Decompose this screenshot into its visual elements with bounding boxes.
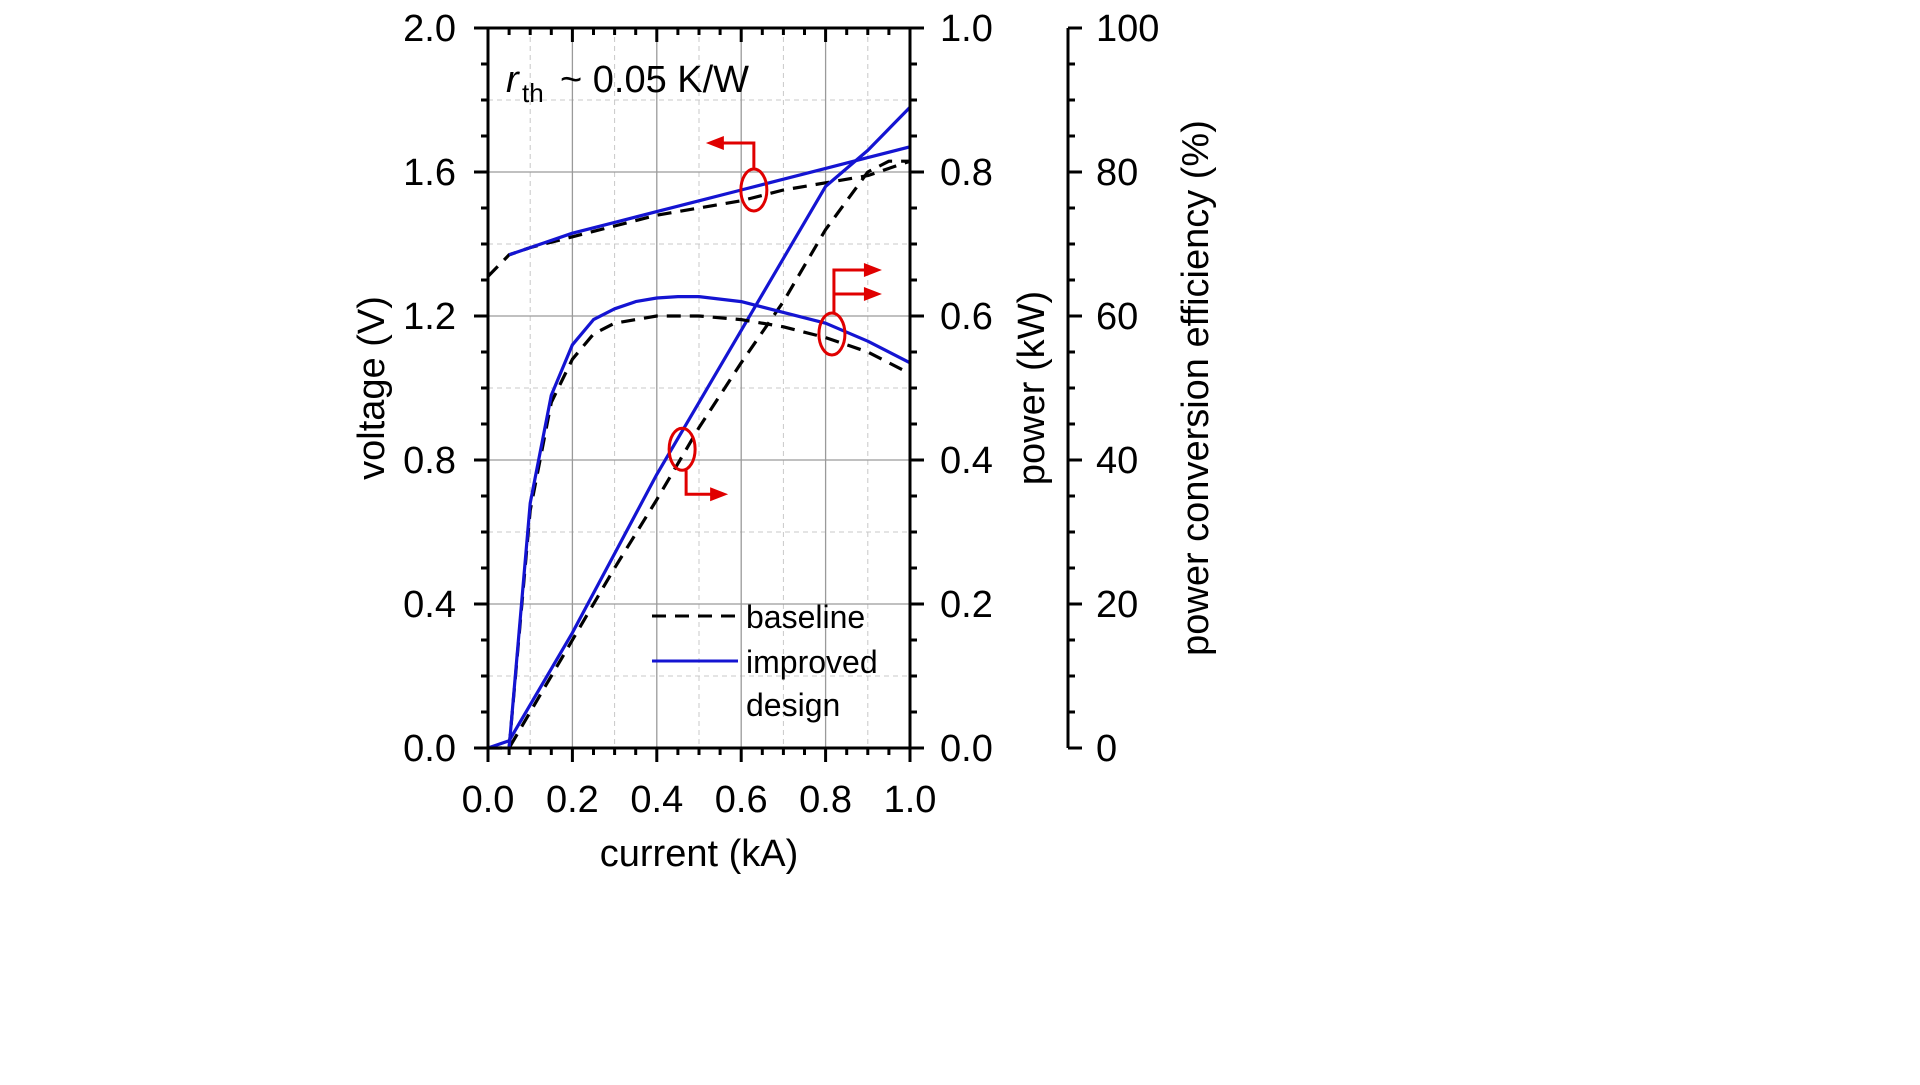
efficiency-tick-label: 40: [1096, 440, 1138, 482]
legend-label-baseline: baseline: [746, 599, 865, 635]
series-improved-efficiency: [507, 295, 911, 749]
marker-arrowhead-efficiency: [863, 263, 882, 277]
y-axis-label-power: power (kW): [1011, 291, 1053, 485]
marker-arrow-line-voltage: [721, 141, 756, 169]
marker-ellipse-power: [667, 426, 697, 472]
series-layer: [486, 106, 912, 750]
efficiency-axis: 0 20 40 60 80 100: [1066, 8, 1159, 770]
series-markers: [667, 136, 882, 502]
y-axis-label-left: voltage (V): [351, 296, 393, 480]
tick-labels: 0.0 0.2 0.4 0.6 0.8 1.00.00.40.81.21.62.00.00…: [403, 8, 993, 821]
efficiency-tick-label: 0: [1096, 728, 1117, 770]
y-tick-label-power: 0.6: [940, 296, 993, 338]
efficiency-tick-label: 60: [1096, 296, 1138, 338]
marker-efficiency: [817, 263, 882, 357]
y-tick-label-power: 0.8: [940, 152, 993, 194]
x-axis-label: current (kA): [600, 833, 798, 875]
grid: [488, 28, 910, 748]
marker-arrowhead-power: [710, 487, 729, 502]
x-tick-label: 0.2: [546, 779, 599, 821]
y-tick-label-power: 1.0: [940, 8, 993, 50]
marker-voltage: [705, 136, 769, 213]
y-tick-label-left: 0.4: [403, 584, 456, 626]
efficiency-tick-label: 80: [1096, 152, 1138, 194]
marker-ellipse-efficiency: [817, 311, 847, 357]
annotation-text: ~ 0.05 K/W: [560, 59, 749, 101]
y-tick-label-power: 0.2: [940, 584, 993, 626]
marker-arrowhead-voltage: [705, 136, 724, 150]
marker-arrowhead2-efficiency: [863, 287, 882, 301]
series-improved-voltage: [508, 145, 911, 257]
y-tick-label-power: 0.4: [940, 440, 993, 482]
marker-arrow-line-power: [684, 470, 713, 496]
legend: baseline improved design: [652, 599, 878, 723]
y-tick-label-power: 0.0: [940, 728, 993, 770]
series-baseline-power: [488, 159, 910, 750]
legend-label-improved: improved: [746, 644, 878, 680]
annotation-sub: th: [522, 78, 544, 108]
y-tick-label-left: 1.2: [403, 296, 456, 338]
y-axis-label-efficiency: power conversion efficiency (%): [1175, 120, 1217, 656]
x-tick-label: 1.0: [884, 779, 937, 821]
y-tick-label-left: 0.0: [403, 728, 456, 770]
axis-ticks: [474, 26, 924, 762]
y-tick-label-left: 0.8: [403, 440, 456, 482]
annotation-r: r: [506, 59, 520, 101]
marker-arrow-line-efficiency: [832, 268, 866, 313]
x-tick-label: 0.6: [715, 779, 768, 821]
legend-label-improved-line2: design: [746, 687, 840, 723]
x-tick-label: 0.4: [630, 779, 683, 821]
x-tick-label: 0.0: [462, 779, 515, 821]
y-tick-label-left: 1.6: [403, 152, 456, 194]
y-tick-label-left: 2.0: [403, 8, 456, 50]
efficiency-tick-label: 20: [1096, 584, 1138, 626]
x-tick-label: 0.8: [799, 779, 852, 821]
marker-power: [667, 426, 729, 502]
efficiency-tick-label: 100: [1096, 8, 1159, 50]
series-improved-power: [487, 106, 912, 750]
